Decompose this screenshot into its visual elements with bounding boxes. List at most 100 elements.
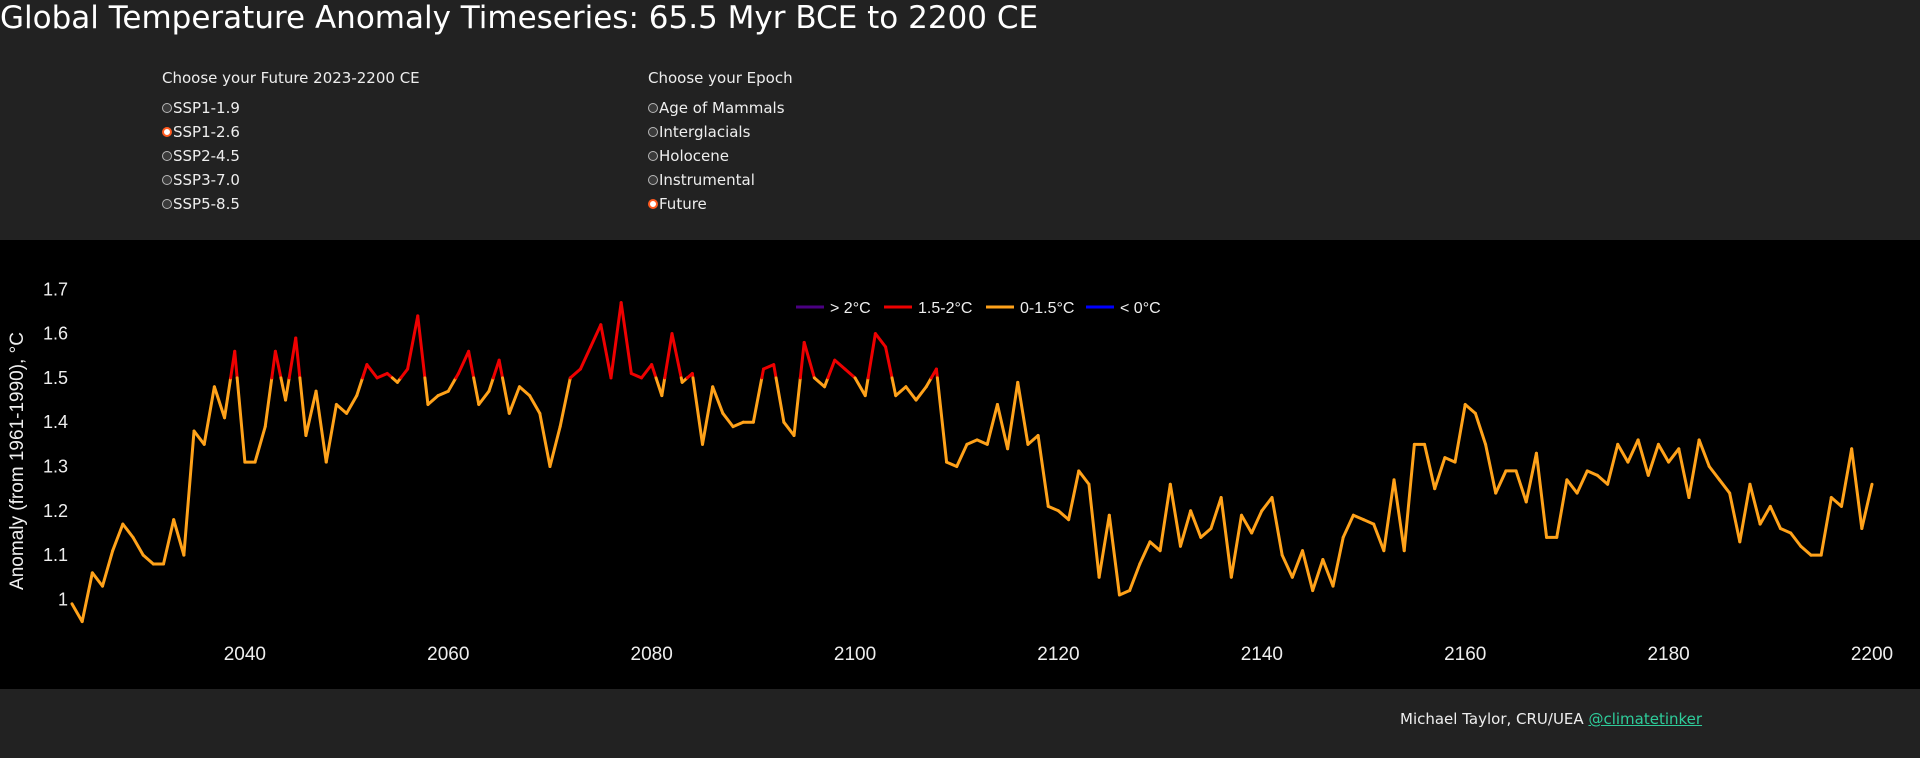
y-tick-label: 1.3: [43, 457, 68, 477]
radio-label: SSP5-8.5: [173, 195, 240, 213]
series-segment: [1351, 513, 1366, 522]
radio-option-ssp1-26[interactable]: SSP1-2.6: [162, 120, 420, 144]
radio-label: SSP2-4.5: [173, 147, 240, 165]
series-segment: [1280, 553, 1294, 579]
radio-option-ssp5-85[interactable]: SSP5-8.5: [162, 192, 420, 216]
series-segment: [1290, 549, 1305, 579]
series-segment: [701, 385, 715, 446]
x-tick-label: 2160: [1444, 644, 1486, 665]
series-segment: [1850, 447, 1864, 531]
radio-icon[interactable]: [162, 127, 172, 137]
radio-option-holocene[interactable]: Holocene: [648, 144, 793, 168]
twitter-link[interactable]: @climatetinker: [1588, 710, 1703, 728]
series-segment: [904, 385, 918, 402]
radio-label: Instrumental: [659, 171, 755, 189]
series-segment: [1565, 478, 1579, 495]
series-segment: [1595, 473, 1610, 486]
series-segment: [945, 460, 959, 469]
series-segment: [1799, 544, 1813, 557]
series-segment: [1636, 438, 1650, 477]
series-segment: [826, 358, 837, 380]
radio-option-ssp1-19[interactable]: SSP1-1.9: [162, 96, 420, 120]
series-segment: [1514, 469, 1528, 504]
series-segment: [1667, 447, 1681, 464]
radio-icon[interactable]: [162, 151, 172, 161]
series-segment: [1250, 509, 1264, 535]
series-segment: [774, 376, 786, 424]
series-segment: [548, 425, 562, 469]
series-segment: [1372, 522, 1386, 553]
x-tick-label: 2040: [224, 644, 266, 665]
series-segment: [273, 349, 283, 380]
series-segment: [1097, 513, 1111, 579]
x-tick-label: 2100: [834, 644, 876, 665]
y-tick-label: 1: [58, 589, 68, 609]
series-segment: [1677, 447, 1691, 500]
series-segment: [731, 420, 745, 429]
series-segment: [812, 376, 827, 389]
radio-icon[interactable]: [648, 127, 658, 137]
series-segment: [298, 376, 308, 437]
series-segment: [955, 442, 969, 469]
radio-option-future[interactable]: Future: [648, 192, 793, 216]
series-segment: [361, 363, 369, 380]
series-segment: [182, 429, 196, 557]
series-segment: [802, 340, 816, 380]
series-segment: [528, 394, 542, 415]
series-segment: [1178, 509, 1193, 548]
radio-option-ssp3-70[interactable]: SSP3-7.0: [162, 168, 420, 192]
series-segment: [121, 522, 135, 539]
series-segment: [663, 332, 674, 380]
series-segment: [1728, 491, 1742, 544]
series-segment: [1036, 433, 1050, 508]
series-segment: [660, 376, 667, 398]
radio-option-ssp2-45[interactable]: SSP2-4.5: [162, 144, 420, 168]
series-segment: [1717, 478, 1732, 495]
series-segment: [324, 402, 338, 464]
series-segment: [426, 394, 440, 406]
chart-area: 1 1.1 1.2 1.3 1.4 1.5 1.6 1.7 2040 2060 2080 2100 2…: [0, 240, 1920, 689]
radio-icon[interactable]: [648, 103, 658, 113]
series-segment: [314, 389, 328, 464]
radio-icon[interactable]: [162, 103, 172, 113]
series-segment: [501, 376, 511, 415]
radio-option-instrumental[interactable]: Instrumental: [648, 168, 793, 192]
series-segment: [456, 349, 471, 375]
series-segment: [578, 345, 593, 371]
radio-option-age-of-mammals[interactable]: Age of Mammals: [648, 96, 793, 120]
series-segment: [111, 522, 125, 553]
series-segment: [762, 363, 776, 371]
series-segment: [1494, 469, 1508, 495]
radio-icon[interactable]: [648, 199, 658, 209]
radio-icon[interactable]: [162, 175, 172, 185]
series-segment: [1158, 482, 1172, 553]
series-segment: [538, 411, 552, 469]
series-segment: [985, 402, 999, 446]
series-segment: [1738, 482, 1752, 544]
radio-label: SSP1-2.6: [173, 123, 240, 141]
series-segment: [1016, 380, 1030, 446]
series-segment: [253, 425, 267, 464]
series-segment: [284, 376, 291, 402]
credit-text: Michael Taylor, CRU/UEA: [1400, 710, 1584, 728]
chart-legend: > 2°C 1.5-2°C 0-1.5°C < 0°C: [796, 300, 1161, 317]
series-segment: [294, 336, 302, 380]
series-segment: [1829, 496, 1843, 508]
series-segment: [619, 301, 633, 375]
series-segment: [1107, 513, 1121, 597]
y-tick-label: 1.5: [43, 368, 68, 388]
x-tick-label: 2120: [1037, 644, 1079, 665]
x-tick-label: 2140: [1241, 644, 1283, 665]
radio-icon[interactable]: [648, 151, 658, 161]
series-segment: [467, 349, 476, 380]
series-segment: [375, 371, 389, 380]
series-segment: [1646, 442, 1660, 477]
series-segment: [1789, 531, 1803, 548]
series-segment: [355, 376, 365, 398]
page-title: Global Temperature Anomaly Timeseries: 6…: [0, 0, 1039, 36]
radio-option-interglacials[interactable]: Interglacials: [648, 120, 793, 144]
series-segment: [1301, 549, 1315, 593]
series-segment: [491, 358, 501, 380]
radio-icon[interactable]: [648, 175, 658, 185]
radio-icon[interactable]: [162, 199, 172, 209]
